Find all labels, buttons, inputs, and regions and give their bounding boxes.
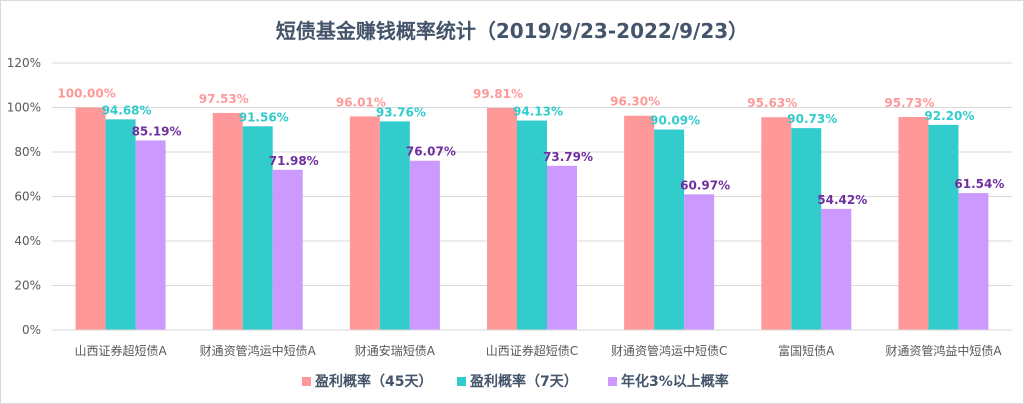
data-label: 90.09% xyxy=(650,114,700,128)
legend-swatch xyxy=(302,377,311,386)
bar xyxy=(547,165,577,330)
bar xyxy=(135,140,166,330)
bar xyxy=(624,115,655,330)
x-tick-label: 山西证券超短债A xyxy=(74,343,167,358)
bar xyxy=(821,208,852,330)
data-label: 85.19% xyxy=(132,124,182,138)
bar xyxy=(761,117,792,330)
y-tick-label: 40% xyxy=(14,234,41,248)
x-tick-label: 财通资管鸿运中短债A xyxy=(200,343,317,358)
bar xyxy=(349,116,380,330)
data-label: 99.81% xyxy=(473,87,523,101)
x-tick-label: 财通资管鸿运中短债C xyxy=(611,343,727,358)
legend-label: 年化3%以上概率 xyxy=(621,373,729,390)
bar xyxy=(272,169,303,330)
bar xyxy=(75,107,106,330)
legend-label: 盈利概率（45天） xyxy=(314,373,432,390)
bar xyxy=(212,112,243,330)
data-label: 94.13% xyxy=(513,105,563,119)
bar xyxy=(487,107,517,330)
data-label: 95.63% xyxy=(747,96,797,110)
x-tick-label: 山西证券超短债C xyxy=(486,343,578,358)
data-label: 73.79% xyxy=(543,150,593,164)
data-label: 90.73% xyxy=(787,112,837,126)
data-label: 71.98% xyxy=(269,154,319,168)
x-tick-label: 财通安瑞短债A xyxy=(355,343,436,358)
data-label: 54.42% xyxy=(817,193,867,207)
data-label: 60.97% xyxy=(680,178,730,192)
legend-label: 盈利概率（7天） xyxy=(469,373,578,390)
legend-swatch xyxy=(608,377,617,386)
data-label: 100.00% xyxy=(57,87,115,101)
data-label: 93.76% xyxy=(376,105,426,119)
bar xyxy=(105,119,136,330)
bar xyxy=(517,120,547,330)
x-tick-label: 富国短债A xyxy=(778,343,835,358)
data-label: 94.68% xyxy=(102,103,152,117)
y-tick-label: 120% xyxy=(7,56,41,70)
y-tick-label: 100% xyxy=(7,101,41,115)
data-label: 92.20% xyxy=(924,109,974,123)
data-label: 97.53% xyxy=(199,92,249,106)
chart-title: 短债基金赚钱概率统计（2019/9/23-2022/9/23） xyxy=(276,19,748,43)
bar xyxy=(409,160,440,330)
data-label: 76.07% xyxy=(406,145,456,159)
bar xyxy=(958,193,989,330)
x-tick-label: 财通资管鸿益中短债A xyxy=(885,343,1002,358)
y-tick-label: 80% xyxy=(14,145,41,159)
bar xyxy=(791,128,822,330)
y-tick-label: 20% xyxy=(14,279,41,293)
bar xyxy=(684,194,715,330)
bar xyxy=(379,121,410,330)
y-tick-label: 60% xyxy=(14,190,41,204)
legend-swatch xyxy=(457,377,466,386)
data-label: 96.01% xyxy=(336,95,386,109)
data-label: 95.73% xyxy=(884,96,934,110)
bar xyxy=(928,124,959,330)
data-label: 61.54% xyxy=(954,177,1004,191)
y-tick-label: 0% xyxy=(22,323,41,337)
data-label: 91.56% xyxy=(239,110,289,124)
bar xyxy=(898,117,929,330)
bar xyxy=(654,129,685,330)
data-label: 96.30% xyxy=(610,95,660,109)
bar xyxy=(242,126,273,331)
